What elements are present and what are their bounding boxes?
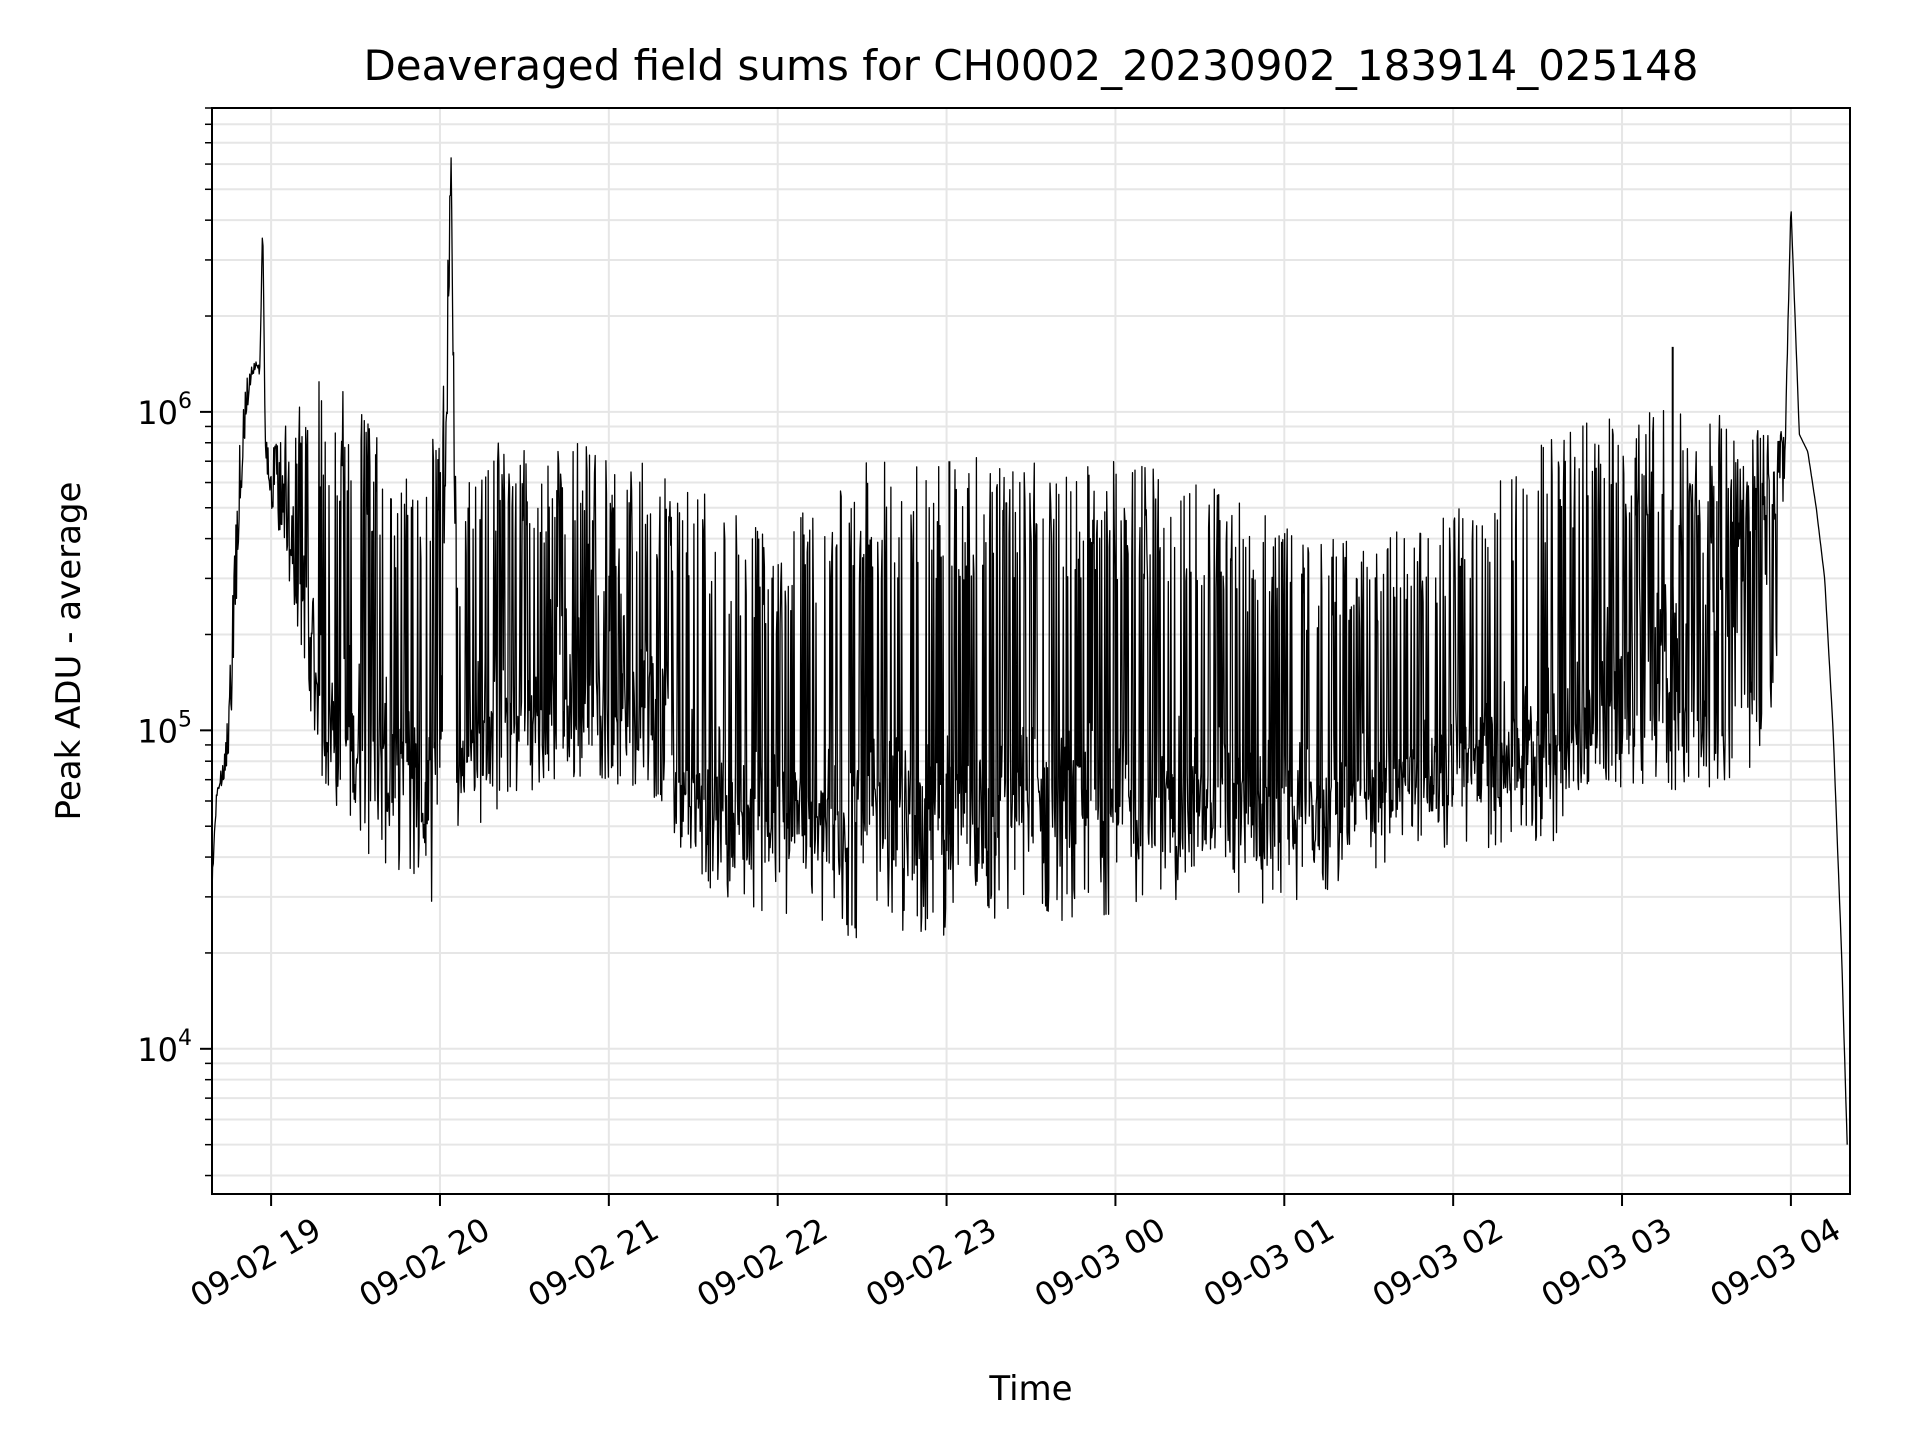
chart-title: Deaveraged field sums for CH0002_2023090…: [363, 41, 1698, 90]
grid-layer: [212, 107, 1850, 1194]
x-axis-label: Time: [988, 1369, 1072, 1409]
y-tick-label: 105: [137, 707, 192, 750]
y-tick-label: 104: [137, 1026, 192, 1069]
plot-frame: [211, 107, 1851, 1195]
y-axis-label: Peak ADU - average: [49, 482, 89, 821]
data-layer: [211, 157, 1848, 1145]
series-line: [211, 157, 1848, 1145]
y-tick-label: 106: [137, 389, 192, 432]
